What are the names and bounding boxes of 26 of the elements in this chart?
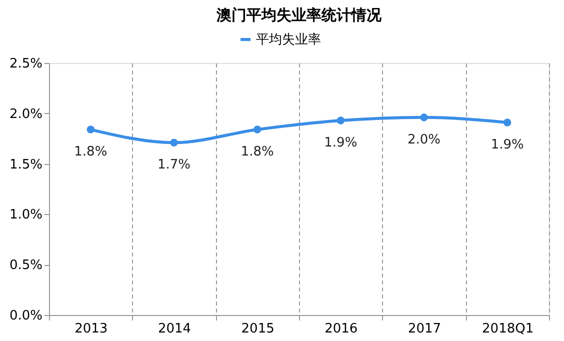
- x-tick-label: 2015: [241, 322, 274, 336]
- y-tick-label: 0.0%: [9, 308, 42, 324]
- legend-label: 平均失业率: [256, 32, 321, 48]
- data-label: 1.9%: [324, 135, 358, 150]
- y-tick-label: 1.5%: [9, 157, 42, 172]
- data-label: 2.0%: [407, 132, 441, 148]
- point: [336, 116, 345, 124]
- point: [253, 126, 262, 134]
- point: [170, 138, 178, 146]
- y-tick-label: 2.0%: [9, 106, 42, 122]
- x-tick-label: 2013: [74, 322, 108, 336]
- point: [86, 126, 95, 134]
- y-tick-label: 2.5%: [9, 56, 42, 72]
- data-label: 1.9%: [490, 137, 524, 152]
- y-tick-label: 1.0%: [9, 208, 42, 223]
- x-tick-label: 2017: [408, 322, 442, 336]
- data-label: 1.8%: [74, 144, 108, 160]
- x-tick-label: 2014: [158, 322, 192, 336]
- data-label: 1.8%: [240, 144, 274, 160]
- data-label: 1.7%: [157, 158, 191, 173]
- chart-title: 澳门平均失业率统计情况: [216, 6, 382, 24]
- point: [503, 118, 512, 126]
- point: [420, 114, 428, 122]
- x-tick-label: 2016: [324, 322, 358, 336]
- y-tick-label: 0.5%: [9, 258, 42, 274]
- x-tick-label: 2018Q1: [482, 322, 534, 336]
